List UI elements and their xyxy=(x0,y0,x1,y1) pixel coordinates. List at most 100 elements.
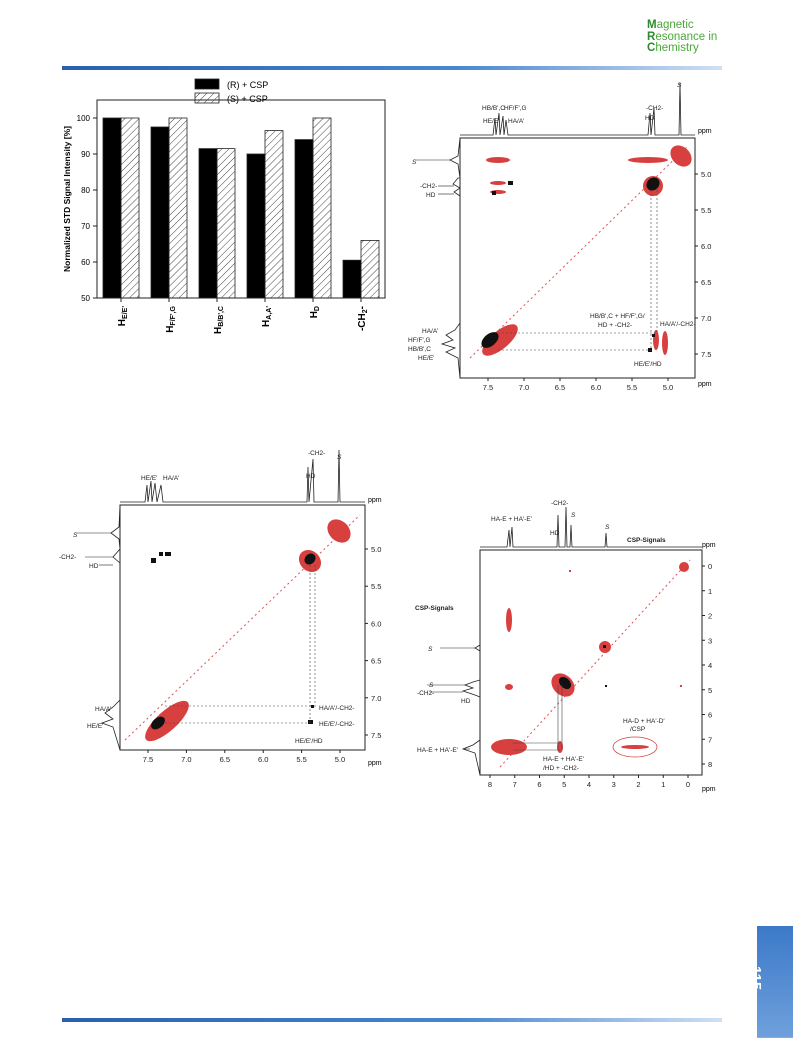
label-cross-1: HA-D + HA'-D' xyxy=(623,718,665,725)
y-tick-label: 6.5 xyxy=(701,278,711,287)
label-haa-top: HA/A' xyxy=(508,118,524,125)
bar-s-4 xyxy=(312,117,332,299)
page-number-tab xyxy=(757,926,793,1037)
y-tick-label: 5.5 xyxy=(701,206,711,215)
y-tick-label: 60 xyxy=(81,258,90,267)
y-tick-label: 7 xyxy=(708,735,712,744)
x-tick-label: 6.0 xyxy=(258,755,268,764)
label-solvent-left: S xyxy=(412,159,417,166)
label-ch2-top: -CH2- xyxy=(646,105,663,112)
label-ch2-left: -CH2- xyxy=(420,183,437,190)
nmr-spectrum-bottom-right: 8 7 6 5 4 3 2 1 0 0 1 2 3 4 5 6 7 8 ppm ppm -CH2- S HA-E… xyxy=(415,500,716,793)
y-tick-label: 90 xyxy=(81,150,90,159)
y-axis-unit: ppm xyxy=(368,760,382,767)
black-peaks xyxy=(151,552,316,730)
label-hee-left: HE/E' xyxy=(418,355,434,362)
y-axis-unit: ppm xyxy=(698,381,712,388)
x-tick-label: -CH2- xyxy=(357,306,369,331)
legend-swatch xyxy=(194,92,220,104)
label-solvent-top: S xyxy=(677,82,682,89)
label-solvent-top-2: S xyxy=(605,524,610,531)
x-tick-label: 6.0 xyxy=(591,383,601,392)
bar-r-1 xyxy=(150,126,170,299)
bar-s-1 xyxy=(168,117,188,299)
y-axis-unit: ppm xyxy=(702,786,716,793)
x-tick-label: 0 xyxy=(686,780,690,789)
x-tick-label: 4 xyxy=(587,780,591,789)
label-hee-top: HE/E' xyxy=(483,118,499,125)
y-tick-label: 5.0 xyxy=(701,170,711,179)
x-tick-label: 7.5 xyxy=(483,383,493,392)
x-tick-label: 6.5 xyxy=(220,755,230,764)
y-tick-label: 100 xyxy=(77,114,91,123)
label-cross-1: HA/A'/-CH2- xyxy=(319,705,355,712)
label-cross-4: /HD + -CH2- xyxy=(543,765,579,772)
bar-r-5 xyxy=(342,259,362,299)
x-tick-label: 5.5 xyxy=(296,755,306,764)
y-tick-label: 6.0 xyxy=(371,619,381,628)
label-haa-top: HA/A' xyxy=(163,475,179,482)
top-1d-spectrum xyxy=(460,82,695,136)
y-tick-label: 6.5 xyxy=(371,657,381,666)
page-tab-rule xyxy=(757,1037,793,1038)
bar-r-3 xyxy=(246,153,266,299)
black-peaks xyxy=(481,177,660,352)
bar-r-4 xyxy=(294,139,314,299)
y-tick-label: 7.5 xyxy=(371,731,381,740)
label-ch2-top: -CH2- xyxy=(308,450,325,457)
label-hd-left: HD xyxy=(461,698,471,705)
label-cross-2: HD + -CH2- xyxy=(598,322,632,329)
plot-area xyxy=(96,99,386,299)
label-ch2-left: -CH2- xyxy=(59,554,76,561)
x-tick-label: 7 xyxy=(513,780,517,789)
x-axis-unit: ppm xyxy=(702,542,716,549)
x-tick-label: 6.5 xyxy=(555,383,565,392)
label-hae-left: HA-E + HA'-E' xyxy=(417,747,458,754)
label-hd-left: HD xyxy=(426,192,436,199)
legend-swatch xyxy=(194,78,220,90)
header-rule xyxy=(62,66,722,70)
y-tick-label: 1 xyxy=(708,587,712,596)
label-cross-1: HB/B',C + HF/F',G/ xyxy=(590,313,645,320)
top-1d-spectrum xyxy=(120,449,365,503)
label-cross-3: HA-E + HA'-E' xyxy=(543,756,584,763)
x-tick-label: 7.0 xyxy=(519,383,529,392)
y-tick-label: 4 xyxy=(708,661,712,670)
x-tick-label: 5.0 xyxy=(663,383,673,392)
label-hd-top: HD xyxy=(306,473,316,480)
plot-frame xyxy=(119,504,366,751)
diagonal xyxy=(469,145,689,359)
label-cross-2: /CSP xyxy=(630,726,645,733)
x-tick-label: HB/B',C xyxy=(213,306,225,334)
label-haa-left: HA/A' xyxy=(95,706,111,713)
std-bar-chart: 50 60 70 80 90 100 Normalized STD Signal Inten… xyxy=(62,78,386,334)
label-cross-4: HE/E'/HD xyxy=(634,361,662,368)
label-hd-left: HD xyxy=(89,563,99,570)
nmr-spectrum-top-right: 7.5 7.0 6.5 6.0 5.5 5.0 5.0 5.5 6.0 6.5 7.0 7.5 pp… xyxy=(408,82,712,392)
y-tick-label: 7.5 xyxy=(701,350,711,359)
y-tick-label: 5 xyxy=(708,686,712,695)
black-peaks xyxy=(558,645,607,690)
label-hae-top: HA-E + HA'-E' xyxy=(491,516,532,523)
y-tick-label: 7.0 xyxy=(371,694,381,703)
logo-line-3: Chemistry xyxy=(647,42,699,54)
x-tick-label: 2 xyxy=(636,780,640,789)
y-tick-label: 50 xyxy=(81,294,90,303)
y-axis-label: Normalized STD Signal Intensity [%] xyxy=(62,126,72,272)
x-tick-label: 8 xyxy=(488,780,492,789)
y-tick-label: 7.0 xyxy=(701,314,711,323)
x-tick-label: HE/E' xyxy=(117,306,129,327)
label-csp-top: CSP-Signals xyxy=(627,537,666,544)
label-hd-top: HD xyxy=(645,115,655,122)
x-tick-label: 3 xyxy=(612,780,616,789)
y-tick-label: 8 xyxy=(708,760,712,769)
y-tick-label: 5.5 xyxy=(371,582,381,591)
y-tick-label: 5.0 xyxy=(371,545,381,554)
x-tick-label: 7.5 xyxy=(143,755,153,764)
label-csp-left: CSP-Signals xyxy=(415,605,454,612)
label-ch2-top: -CH2- xyxy=(551,500,568,507)
label-hd-top: HD xyxy=(550,530,560,537)
label-hee-left: HE/E' xyxy=(87,723,103,730)
label-haa-left: HA/A' xyxy=(422,328,438,335)
logo-line-2: Resonance in xyxy=(647,30,718,43)
